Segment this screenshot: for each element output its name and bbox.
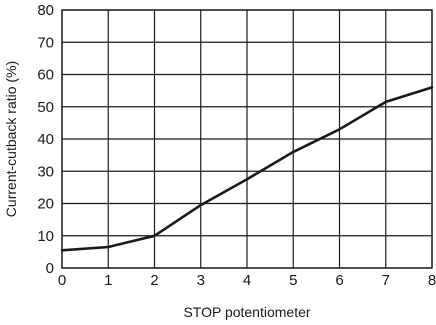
plot-frame [61,9,433,269]
y-tick-label: 80 [37,2,54,19]
y-axis-title: Current-cutback ratio (%) [3,61,19,217]
grid [61,9,433,269]
y-tick-label: 70 [37,34,54,51]
series-line-0 [60,86,434,252]
series-layer [60,86,434,252]
x-tick-label: 1 [104,272,112,289]
y-tick-label: 0 [46,260,54,277]
y-axis-ticks: 0 10 20 30 40 50 60 70 80 [37,2,54,277]
y-tick-label: 20 [37,196,54,213]
x-axis-ticks: 0 1 2 3 4 5 6 7 8 [58,272,436,289]
y-tick-label: 50 [37,99,54,116]
y-tick-label: 30 [37,163,54,180]
y-tick-label: 10 [37,228,54,245]
x-tick-label: 2 [150,272,158,289]
x-tick-label: 6 [335,272,343,289]
x-tick-label: 7 [382,272,390,289]
x-axis-title: STOP potentiometer [183,304,310,320]
y-tick-label: 60 [37,67,54,84]
x-tick-label: 4 [243,272,251,289]
x-tick-label: 5 [289,272,297,289]
x-tick-label: 8 [428,272,436,289]
y-tick-label: 40 [37,131,54,148]
x-tick-label: 0 [58,272,66,289]
x-tick-label: 3 [197,272,205,289]
